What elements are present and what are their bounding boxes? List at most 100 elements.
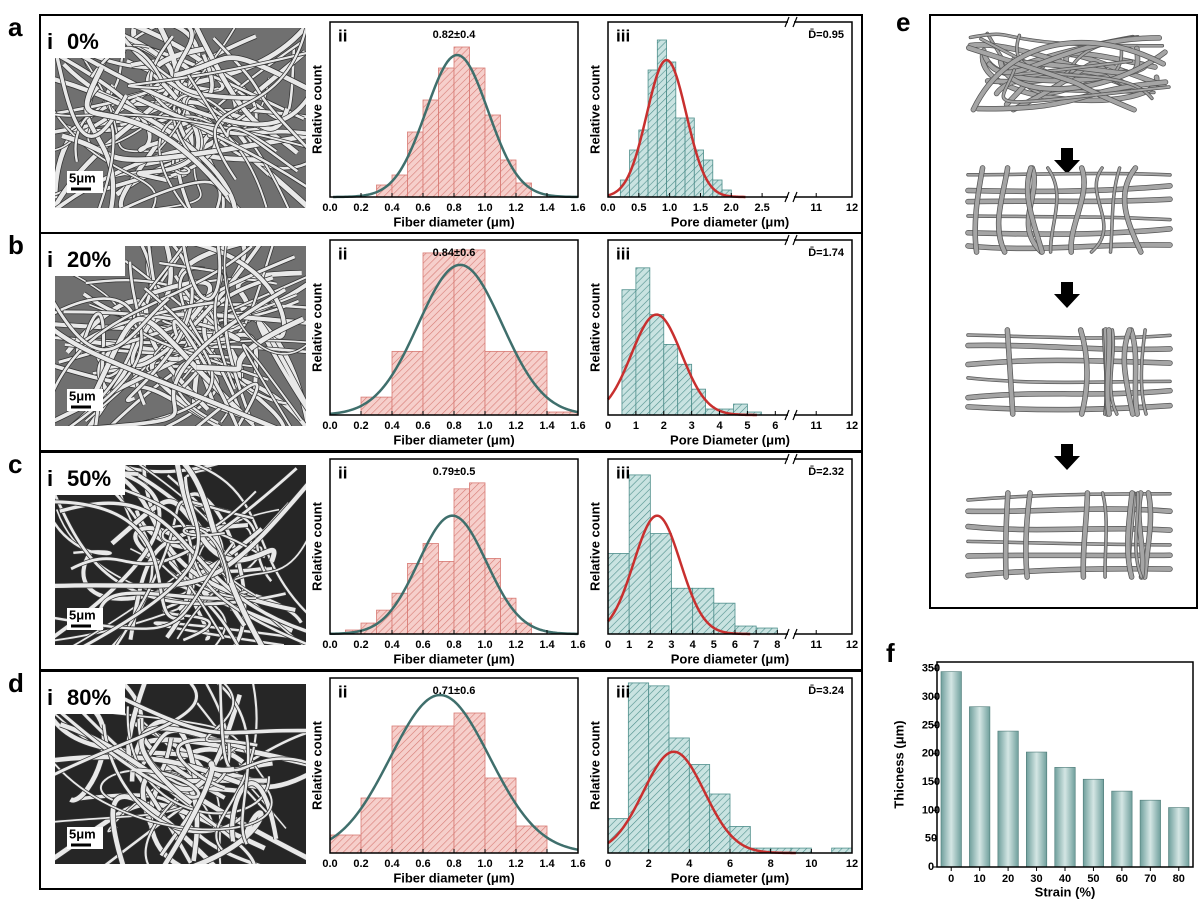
- axis-gap: [788, 238, 794, 242]
- x-tick-label: 0: [605, 420, 611, 432]
- hist-bar: [709, 793, 731, 854]
- fiber: [168, 560, 257, 640]
- network-fiber: [966, 183, 1172, 194]
- hist-bar: [666, 61, 677, 198]
- fiber: [55, 684, 198, 776]
- network-fiber: [1002, 69, 1170, 103]
- break-mark: [792, 191, 798, 203]
- network-fiber: [1140, 329, 1148, 415]
- axes-frame: [607, 21, 853, 198]
- fiber: [70, 467, 298, 571]
- hist-bar: [469, 482, 486, 635]
- annotation: 0.79±0.5: [433, 466, 476, 478]
- fiber: [121, 684, 226, 800]
- x-tick-label: 12: [846, 202, 858, 214]
- scale-label: 5μm: [69, 170, 96, 185]
- fiber: [82, 476, 200, 645]
- x-tick-label: 5: [711, 639, 717, 651]
- x-tick-label: 0.2: [353, 858, 368, 870]
- x-tick-label: 0.6: [415, 858, 430, 870]
- network-fiber: [967, 214, 1171, 221]
- x-tick-label: 0.6: [415, 420, 430, 432]
- hist-bar: [422, 725, 455, 854]
- fiber: [212, 37, 306, 149]
- fit-curve: [329, 263, 579, 416]
- fiber: [76, 301, 221, 355]
- annotation: D̄=2.32: [808, 466, 844, 478]
- panel-letter: e: [896, 7, 910, 37]
- x-tick-label: 20: [1002, 873, 1014, 885]
- network-fiber: [1109, 329, 1118, 415]
- x-tick-label: 0.2: [353, 202, 368, 214]
- y-axis-label: Relative count: [309, 282, 324, 372]
- break-mark: [792, 234, 798, 246]
- bar: [1026, 751, 1048, 868]
- axis-gap: [788, 20, 794, 24]
- x-tick-label: 1.0: [477, 202, 492, 214]
- fiber: [55, 705, 201, 799]
- fiber: [215, 684, 258, 853]
- fiber: [219, 684, 306, 772]
- x-tick-label: 8: [774, 639, 780, 651]
- panel-sublabel: iii: [616, 682, 630, 701]
- bar: [1054, 767, 1076, 868]
- fit-curve: [607, 313, 757, 417]
- x-tick-label: 1.2: [508, 858, 523, 870]
- break-mark: [784, 16, 790, 28]
- y-tick-label: 300: [922, 691, 940, 703]
- annotation: 0.84±0.6: [433, 247, 476, 259]
- panel-sublabel: iii: [616, 244, 630, 263]
- x-tick-label: 12: [846, 639, 858, 651]
- hist-bar: [627, 682, 650, 854]
- network-fiber: [1015, 34, 1153, 100]
- x-tick-label: 10: [974, 873, 986, 885]
- panel-sublabel: ii: [338, 682, 347, 701]
- hist-bar: [391, 350, 424, 416]
- network-fiber: [966, 507, 1172, 514]
- x-tick-label: 1: [633, 420, 639, 432]
- scale-label: 5μm: [69, 607, 96, 622]
- sem-label: i: [47, 247, 53, 272]
- network-fiber: [1005, 328, 1015, 416]
- fiber: [195, 246, 287, 339]
- x-tick-label: 0: [605, 858, 611, 870]
- y-tick-label: 0: [928, 861, 934, 873]
- hist-bar: [360, 797, 393, 854]
- fiber: [87, 28, 236, 148]
- label-box: [55, 246, 125, 276]
- fiber: [55, 328, 277, 426]
- x-tick-label: 1: [626, 639, 632, 651]
- break-mark: [792, 453, 798, 465]
- sem-strain: 80%: [67, 685, 111, 710]
- label-box: [55, 465, 125, 495]
- x-tick-label: 1.2: [508, 420, 523, 432]
- sem-image: [55, 28, 306, 208]
- hist-bar: [675, 117, 686, 198]
- hist-bar: [671, 587, 694, 635]
- hist-bar: [422, 543, 439, 635]
- y-axis-label: Relative count: [309, 501, 324, 591]
- y-tick-label: 250: [922, 719, 940, 731]
- panel-frame: [39, 670, 863, 890]
- hist-bar: [649, 533, 672, 635]
- bar: [1168, 807, 1190, 868]
- x-tick-label: 0.6: [415, 639, 430, 651]
- x-axis-label: Fiber diameter (μm): [393, 651, 514, 666]
- network-fiber: [966, 226, 1172, 237]
- bar: [997, 730, 1019, 868]
- network-fiber: [1129, 328, 1140, 416]
- fiber: [55, 762, 273, 831]
- hist-bar: [453, 46, 470, 198]
- fiber: [153, 621, 291, 645]
- hist-bar: [500, 159, 517, 198]
- x-tick-label: 0.4: [384, 639, 400, 651]
- axes-frame: [936, 661, 1194, 868]
- fit-curve: [329, 693, 579, 851]
- fiber: [59, 501, 306, 633]
- x-tick-label: 1.5: [693, 202, 708, 214]
- arrow: [1054, 282, 1080, 308]
- x-tick-label: 0.2: [353, 420, 368, 432]
- panel-letter: d: [8, 668, 24, 698]
- x-axis-label: Pore diameter (μm): [671, 651, 790, 666]
- fit-curve: [607, 58, 746, 199]
